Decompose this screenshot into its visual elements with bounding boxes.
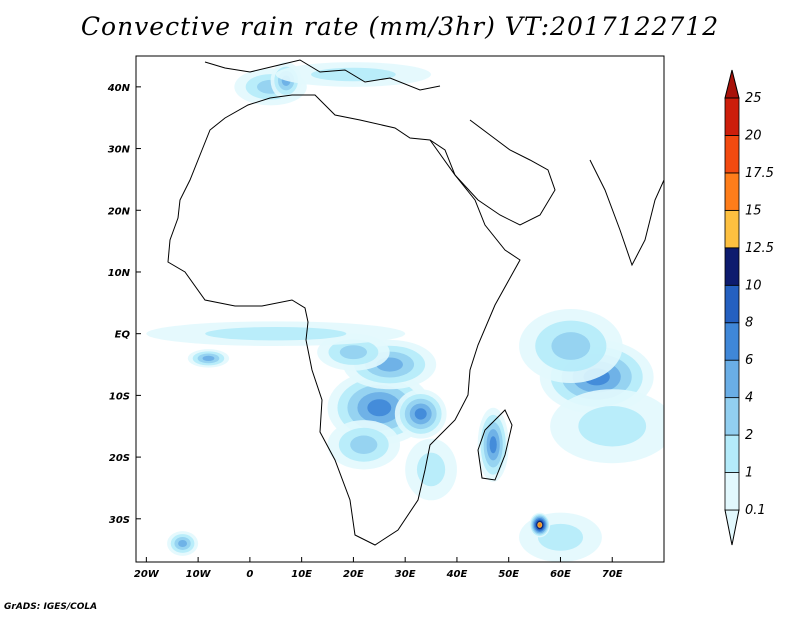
colorbar-segment <box>724 322 740 361</box>
lat-tick-label: 20N <box>108 206 131 217</box>
rain-contour <box>202 355 215 362</box>
rain-contour <box>578 406 647 447</box>
colorbar-lower-arrow <box>724 509 740 546</box>
rain-cell <box>146 321 406 347</box>
colorbar-label: 1 <box>745 466 753 481</box>
lat-tick-label: 40N <box>107 83 131 94</box>
colorbar-segment <box>724 284 740 324</box>
madagascar-coastline <box>477 409 513 481</box>
lat-tick-label: 30N <box>108 145 131 156</box>
colorbar-label: 0.1 <box>745 503 766 518</box>
rain-contour <box>414 408 427 420</box>
rain-cell <box>405 438 457 501</box>
colorbar: 0.1 1 2 4 6 8 10 12.5 15 17.5 20 25 <box>724 69 774 546</box>
india-coastline <box>589 159 664 267</box>
rain-cell <box>167 531 199 556</box>
coastlines <box>167 59 664 546</box>
africa-coastline <box>167 94 521 546</box>
colorbar-segment <box>724 209 740 249</box>
colorbar-label: 10 <box>745 278 762 293</box>
rain-contour <box>178 539 188 548</box>
rain-contour <box>205 326 347 341</box>
colorbar-label: 4 <box>745 391 753 406</box>
colorbar-label: 6 <box>745 353 753 368</box>
rain-cell <box>187 349 230 368</box>
lon-tick-label: 30E <box>395 569 416 580</box>
lon-tick-label: 10E <box>291 569 312 580</box>
rain-cell <box>394 389 447 439</box>
chart-title: Convective rain rate (mm/3hr) VT:2017122… <box>80 12 720 41</box>
rain-contour <box>537 523 584 551</box>
europe-coastline <box>204 59 441 91</box>
lon-tick-label: 0 <box>246 569 253 580</box>
lat-tick-label: EQ <box>115 330 131 341</box>
colorbar-label: 20 <box>745 128 762 143</box>
rain-contour <box>538 523 542 527</box>
colorbar-label: 12.5 <box>745 241 774 256</box>
rain-cell <box>327 420 400 470</box>
rain-contour <box>350 435 378 455</box>
rain-cell <box>529 512 551 538</box>
map-background <box>136 56 664 562</box>
colorbar-segment <box>724 247 740 286</box>
map-frame <box>135 55 665 563</box>
rain-cell <box>519 309 623 384</box>
lat-tick-label: 20S <box>109 453 130 464</box>
rain-contour <box>416 452 446 487</box>
colorbar-label: 25 <box>745 91 762 106</box>
rain-cell <box>327 370 432 445</box>
lon-tick-label: 50E <box>498 569 519 580</box>
rain-contour <box>339 345 368 360</box>
colorbar-segment <box>724 97 740 136</box>
rain-contour <box>367 399 392 417</box>
lat-tick-label: 30S <box>109 515 130 526</box>
lon-tick-label: 70E <box>602 569 623 580</box>
colorbar-segment <box>724 135 740 174</box>
colorbar-label: 8 <box>745 316 753 331</box>
rain-contour <box>489 436 497 454</box>
colorbar-segment <box>724 359 740 399</box>
colorbar-segment <box>724 434 740 473</box>
longitude-axis: 20W 10W 0 10E 20E 30E 40E 50E 60E 70E <box>134 557 623 580</box>
lon-tick-label: 20W <box>134 569 160 580</box>
colorbar-label: 2 <box>745 428 753 443</box>
lat-tick-label: 10S <box>109 391 130 402</box>
colorbar-segment <box>724 172 740 211</box>
credit-label: GrADS: IGES/COLA <box>4 602 98 612</box>
rain-cell <box>477 407 509 482</box>
arabia-coastline <box>429 119 556 226</box>
lon-tick-label: 20E <box>343 569 364 580</box>
rain-cell <box>550 389 664 464</box>
lat-tick-label: 10N <box>108 268 131 279</box>
colorbar-upper-arrow <box>724 69 740 99</box>
colorbar-label: 15 <box>745 203 762 218</box>
lon-tick-label: 10W <box>186 569 212 580</box>
rain-contour <box>551 332 591 360</box>
colorbar-segment <box>724 397 740 436</box>
lon-tick-label: 40E <box>446 569 468 580</box>
lon-tick-label: 60E <box>550 569 571 580</box>
latitude-axis: 40N 30N 20N 10N EQ 10S 20S 30S <box>107 83 141 526</box>
colorbar-segment <box>724 472 740 511</box>
colorbar-label: 17.5 <box>745 166 774 181</box>
rain-field <box>146 62 664 562</box>
